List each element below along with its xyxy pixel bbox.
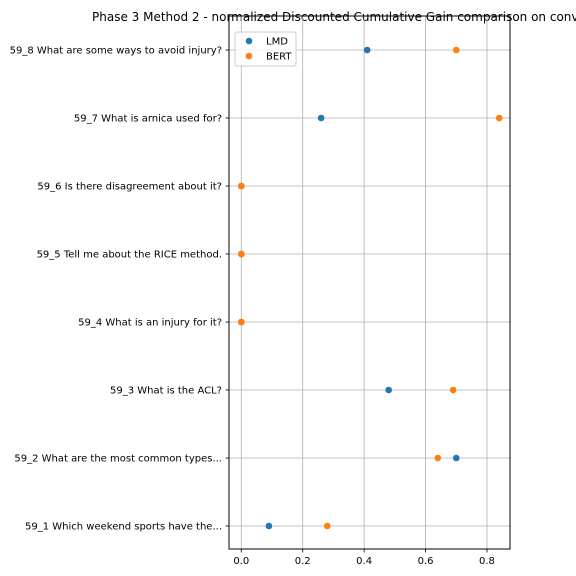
legend-label-bert: BERT — [266, 52, 292, 63]
x-tick-label: 0.8 — [479, 556, 495, 567]
category-label: 59_5 Tell me about the RICE method. — [37, 250, 222, 261]
category-label: 59_1 Which weekend sports have the... — [25, 522, 222, 533]
point-bert — [495, 114, 503, 122]
category-label: 59_2 What are the most common types... — [14, 454, 222, 465]
category-label: 59_8 What are some ways to avoid injury? — [10, 46, 222, 57]
point-lmd — [317, 114, 325, 122]
x-tick-label: 0.4 — [356, 556, 372, 567]
point-bert — [452, 46, 460, 54]
point-bert — [237, 250, 245, 258]
legend: LMD BERT — [234, 31, 297, 67]
category-label: 59_3 What is the ACL? — [110, 386, 222, 397]
grid-layer — [229, 16, 510, 549]
plot-frame — [228, 15, 511, 550]
chart-title: Phase 3 Method 2 - normalized Discounted… — [92, 10, 576, 24]
point-bert — [323, 522, 331, 530]
category-label: 59_4 What is an injury for it? — [78, 318, 222, 329]
point-bert — [434, 454, 442, 462]
legend-marker-bert — [245, 52, 253, 60]
point-lmd — [385, 386, 392, 394]
category-label: 59_6 Is there disagreement about it? — [37, 182, 222, 193]
x-tick-label: 0.6 — [418, 556, 434, 567]
legend-marker-lmd — [245, 37, 253, 45]
point-lmd — [363, 46, 371, 54]
point-bert — [237, 182, 245, 190]
point-lmd — [452, 454, 460, 462]
x-tick-label: 0.2 — [295, 556, 311, 567]
point-lmd — [265, 522, 273, 530]
legend-label-lmd: LMD — [266, 37, 288, 48]
x-tick-label: 0.0 — [233, 556, 249, 567]
category-label: 59_7 What is arnica used for? — [74, 114, 222, 125]
point-layer — [237, 46, 503, 530]
point-bert — [449, 386, 457, 394]
point-bert — [237, 318, 245, 326]
tick-layer: 0.0 0.2 0.4 0.6 0.8 59_1 Which weekend sports… — [10, 46, 495, 568]
